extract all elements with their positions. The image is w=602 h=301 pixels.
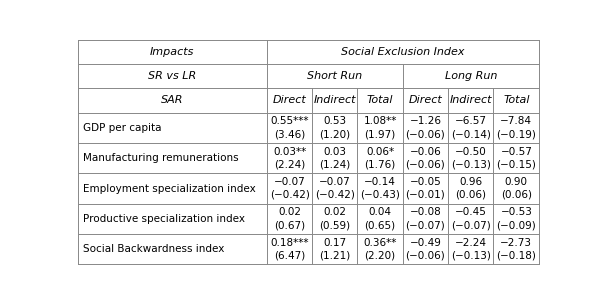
Text: GDP per capita: GDP per capita [83,123,162,133]
Text: 0.06*
(1.76): 0.06* (1.76) [364,147,396,169]
Text: −0.08
(−0.07): −0.08 (−0.07) [406,207,445,230]
Text: 0.17
(1.21): 0.17 (1.21) [319,238,350,261]
Text: Long Run: Long Run [445,71,497,81]
Text: −2.24
(−0.13): −2.24 (−0.13) [451,238,491,261]
Text: −0.50
(−0.13): −0.50 (−0.13) [451,147,491,169]
Text: 0.90
(0.06): 0.90 (0.06) [501,177,532,200]
Text: Direct: Direct [273,95,306,105]
Text: 0.36**
(2.20): 0.36** (2.20) [364,238,397,261]
Text: 0.02
(0.59): 0.02 (0.59) [319,207,350,230]
Text: Productive specialization index: Productive specialization index [83,214,245,224]
Text: −0.53
(−0.09): −0.53 (−0.09) [497,207,536,230]
Text: 0.03
(1.24): 0.03 (1.24) [319,147,350,169]
Text: Indirect: Indirect [314,95,356,105]
Text: −0.07
(−0.42): −0.07 (−0.42) [270,177,309,200]
Text: 0.55***
(3.46): 0.55*** (3.46) [270,116,309,139]
Text: −0.49
(−0.06): −0.49 (−0.06) [406,238,445,261]
Text: SR vs LR: SR vs LR [148,71,196,81]
Text: −1.26
(−0.06): −1.26 (−0.06) [406,116,445,139]
Text: Social Backwardness index: Social Backwardness index [83,244,225,254]
Text: 0.03**
(2.24): 0.03** (2.24) [273,147,306,169]
Text: Manufacturing remunerations: Manufacturing remunerations [83,153,239,163]
Text: −0.06
(−0.06): −0.06 (−0.06) [406,147,445,169]
Text: 0.53
(1.20): 0.53 (1.20) [319,116,350,139]
Text: −0.45
(−0.07): −0.45 (−0.07) [451,207,491,230]
Text: Short Run: Short Run [307,71,362,81]
Text: 1.08**
(1.97): 1.08** (1.97) [364,116,397,139]
Text: Indirect: Indirect [450,95,492,105]
Text: Direct: Direct [409,95,442,105]
Text: 0.02
(0.67): 0.02 (0.67) [274,207,305,230]
Text: −0.07
(−0.42): −0.07 (−0.42) [315,177,355,200]
Text: −0.14
(−0.43): −0.14 (−0.43) [360,177,400,200]
Text: −6.57
(−0.14): −6.57 (−0.14) [451,116,491,139]
Text: Social Exclusion Index: Social Exclusion Index [341,47,465,57]
Text: −0.05
(−0.01): −0.05 (−0.01) [406,177,445,200]
Text: Employment specialization index: Employment specialization index [83,184,256,194]
Text: −2.73
(−0.18): −2.73 (−0.18) [497,238,536,261]
Text: 0.96
(0.06): 0.96 (0.06) [455,177,486,200]
Text: Impacts: Impacts [150,47,194,57]
Text: SAR: SAR [161,95,184,105]
Text: 0.04
(0.65): 0.04 (0.65) [365,207,396,230]
Text: Total: Total [367,95,393,105]
Text: −7.84
(−0.19): −7.84 (−0.19) [497,116,536,139]
Text: 0.18***
(6.47): 0.18*** (6.47) [270,238,309,261]
Text: Total: Total [503,95,530,105]
Text: −0.57
(−0.15): −0.57 (−0.15) [497,147,536,169]
